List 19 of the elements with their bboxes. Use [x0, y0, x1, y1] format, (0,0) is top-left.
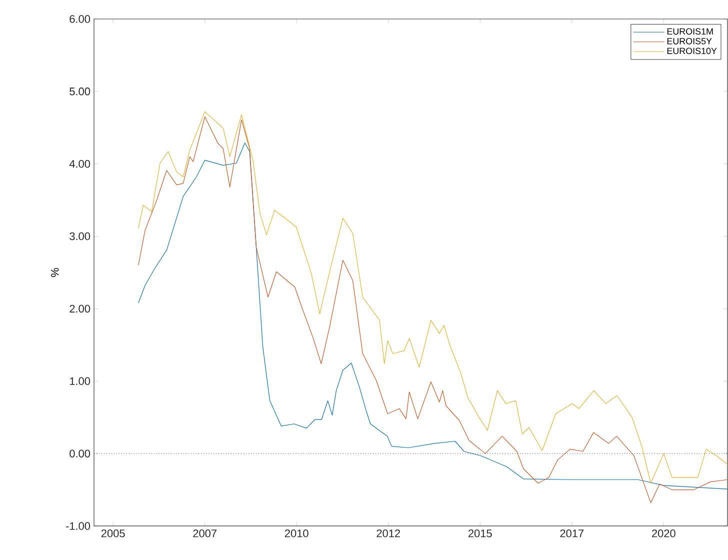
- x-tick-label: 2017: [560, 530, 584, 538]
- y-tick-label: 3.00: [70, 232, 90, 240]
- x-tick-label: 2005: [101, 530, 125, 538]
- x-tick-label: 2007: [193, 530, 216, 538]
- legend-label: EUROIS10Y: [667, 48, 717, 54]
- x-tick-label: 2020: [652, 530, 676, 538]
- y-tick-label: 1.00: [70, 377, 90, 386]
- x-tick-label: 2010: [284, 530, 308, 538]
- y-tick-label: 6.00: [70, 15, 90, 23]
- y-tick-label: 4.00: [69, 160, 90, 168]
- x-tick-label: 2012: [376, 530, 400, 538]
- legend-label: EUROIS1M: [667, 28, 713, 35]
- y-tick-label: 5.00: [70, 88, 90, 96]
- legend-label: EUROIS5Y: [667, 38, 712, 44]
- y-tick-label: -1.00: [66, 522, 90, 530]
- y-tick-label: 0.00: [70, 450, 90, 458]
- y-tick-label: 2.00: [70, 304, 90, 313]
- y-axis-title: %: [51, 268, 59, 277]
- x-tick-label: 2015: [468, 530, 492, 538]
